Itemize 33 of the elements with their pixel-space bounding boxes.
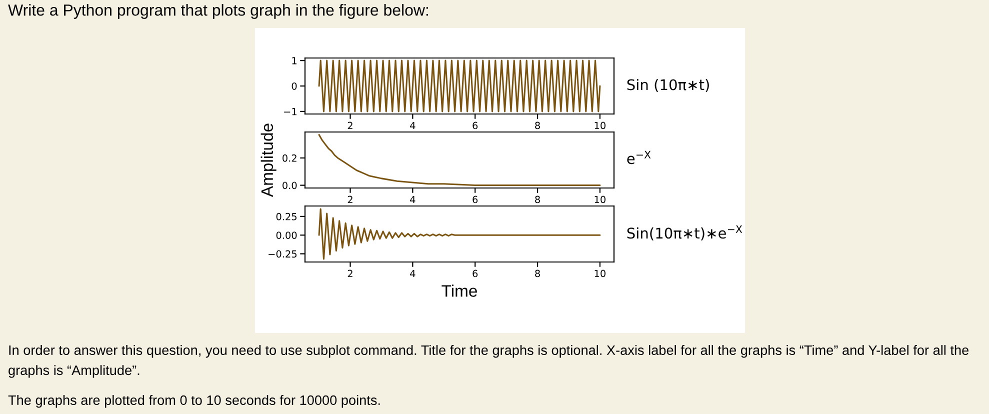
text: e$^{−X}$ [627,150,651,164]
x-tick-label: 8 [535,196,540,204]
x-tick-label: 4 [410,270,416,278]
line-series [318,208,601,260]
series-label: Sin(10π∗t)∗e$^{−X}$ [627,225,742,240]
series-label: Sin (10π∗t) [627,78,709,92]
x-tick-label: 8 [535,270,540,278]
x-axis-title: Time [442,284,477,297]
x-tick-label: 2 [348,196,352,204]
x-tick-label: 4 [410,122,416,130]
x-tick-label: 8 [535,122,540,130]
y-tick-label: 0 [292,82,297,90]
y-tick-label: 0.25 [276,212,297,220]
x-tick-label: 4 [410,196,416,204]
y-tick-label: −1 [284,108,296,116]
x-tick-label: 2 [348,270,352,278]
text: The graphs are plotted from 0 to 10 seconds for 10000 points. [8,395,380,408]
x-tick-label: 10 [594,196,606,204]
y-tick-label: 0.2 [282,154,296,162]
x-tick-label: 10 [594,270,606,278]
x-tick-label: 6 [472,270,478,278]
x-tick-label: 2 [348,122,352,130]
x-tick-label: 10 [594,122,606,130]
x-tick-label: 6 [472,122,478,130]
x-tick-label: 6 [472,196,478,204]
y-tick-label: 0.0 [282,182,297,190]
y-tick-label: 1 [292,57,296,64]
chart-title: Write a Python program that plots graph in the figure below: [8,4,428,19]
y-axis-title: Amplitude [260,124,276,198]
y-tick-label: −0.25 [268,250,297,258]
text: In order to answer this question, you need to use subplot command. Title for the graphs is optional. X-axis label for all the graphs is “Time” and Y-label for all the graphs is “Amplitude”. [8,345,969,378]
line-series [318,134,601,186]
y-tick-label: 0.00 [276,232,297,239]
